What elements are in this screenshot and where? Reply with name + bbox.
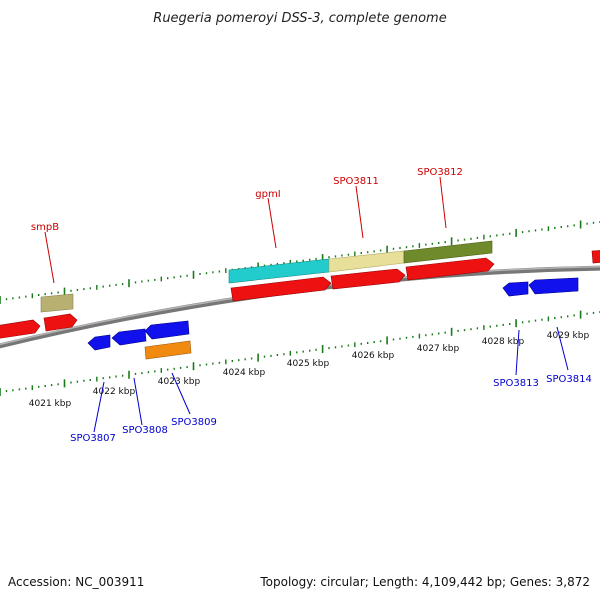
reverse-gene-arrow-SPO3813[interactable] [502,281,529,297]
gene-label-SPO3812[interactable]: SPO3812 [417,167,463,178]
forward-strand-genes [0,250,600,339]
gene-label-SPO3809[interactable]: SPO3809 [171,417,217,428]
gene-label-SPO3807[interactable]: SPO3807 [70,433,116,444]
forward-gene-arrow-gpmI[interactable] [230,276,332,302]
genome-summary-text: Topology: circular; Length: 4,109,442 bp… [259,575,590,589]
scale-label: 4026 kbp [352,351,395,361]
feature-SPO3812-region[interactable] [403,240,493,264]
accession-text: Accession: NC_003911 [8,575,144,589]
forward-gene-arrow[interactable] [0,319,41,339]
gene-label-SPO3811[interactable]: SPO3811 [333,176,379,187]
map-title: Ruegeria pomeroyi DSS-3, complete genome [153,11,446,26]
scale-label: 4022 kbp [93,387,136,397]
scale-labels: 4021 kbp 4022 kbp 4023 kbp 4024 kbp 4025… [29,331,590,409]
scale-label: 4021 kbp [29,399,72,409]
feature-smpB-region[interactable] [40,293,74,313]
reverse-strand-genes [87,277,579,360]
scale-label: 4027 kbp [417,344,460,354]
feature-SPO3809-region[interactable] [144,340,192,360]
gene-label-SPO3814[interactable]: SPO3814 [546,374,592,385]
reverse-gene-arrow-SPO3814[interactable] [528,277,579,295]
forward-gene-arrow-smpB[interactable] [43,313,78,332]
forward-gene-arrow-SPO3812[interactable] [405,257,495,281]
reverse-gene-labels: SPO3807 SPO3808 SPO3809 SPO3813 SPO3814 [70,326,592,444]
scale-label: 4023 kbp [158,377,201,387]
feature-SPO3811-region[interactable] [328,250,405,273]
genome-backbone [0,265,600,349]
reverse-gene-arrow-SPO3807[interactable] [87,334,111,351]
scale-label: 4028 kbp [482,337,525,347]
gene-label-SPO3813[interactable]: SPO3813 [493,378,539,389]
reverse-gene-arrow-SPO3808[interactable] [111,328,147,346]
forward-gene-labels: smpB gpmI SPO3811 SPO3812 [31,167,463,284]
scale-label: 4024 kbp [223,368,266,378]
scale-label: 4029 kbp [547,331,590,341]
feature-track [40,240,493,313]
gene-label-SPO3808[interactable]: SPO3808 [122,425,168,436]
forward-gene-arrow-SPO3811[interactable] [330,268,406,290]
forward-gene-arrow[interactable] [591,250,600,264]
inner-tick-track [0,310,600,396]
reverse-gene-arrow-SPO3809[interactable] [144,320,190,340]
gene-label-smpB[interactable]: smpB [31,222,59,233]
gene-label-gpmI[interactable]: gpmI [255,189,280,200]
scale-label: 4025 kbp [287,359,330,369]
